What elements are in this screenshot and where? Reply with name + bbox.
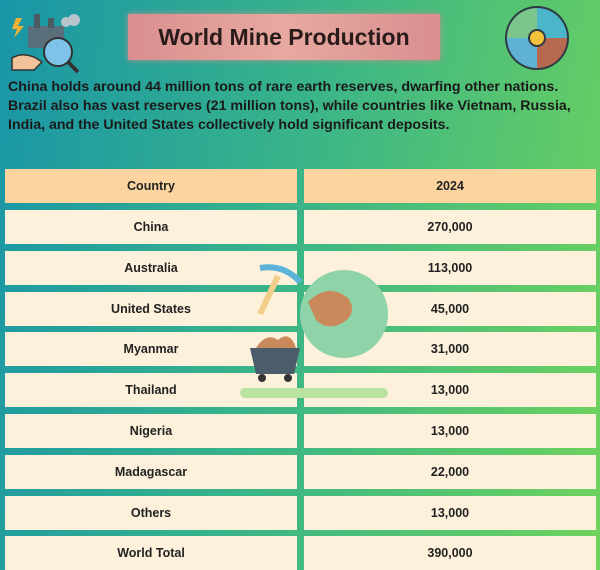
title: World Mine Production xyxy=(158,24,410,50)
factory-icon xyxy=(11,14,80,74)
country-cell: United States xyxy=(5,291,297,326)
description: China holds around 44 million tons of ra… xyxy=(8,79,571,133)
value-cell: 390,000 xyxy=(304,536,596,570)
value-cell: 13,000 xyxy=(304,414,596,448)
value-cell: 22,000 xyxy=(304,454,596,489)
column-header: Country xyxy=(5,169,297,203)
title-banner xyxy=(128,14,440,60)
mining-icon xyxy=(240,264,388,398)
country-cell: Australia xyxy=(5,250,297,285)
value-cell: 270,000 xyxy=(304,210,596,244)
ecosystem-icon xyxy=(505,6,569,70)
country-cell: World Total xyxy=(5,536,297,570)
country-cell: Myanmar xyxy=(5,332,297,367)
country-cell: Madagascar xyxy=(5,454,297,489)
country-cell: China xyxy=(5,210,297,244)
country-cell: Others xyxy=(5,495,297,530)
column-header: 2024 xyxy=(304,169,596,203)
value-cell: 13,000 xyxy=(304,495,596,530)
country-cell: Nigeria xyxy=(5,414,297,448)
